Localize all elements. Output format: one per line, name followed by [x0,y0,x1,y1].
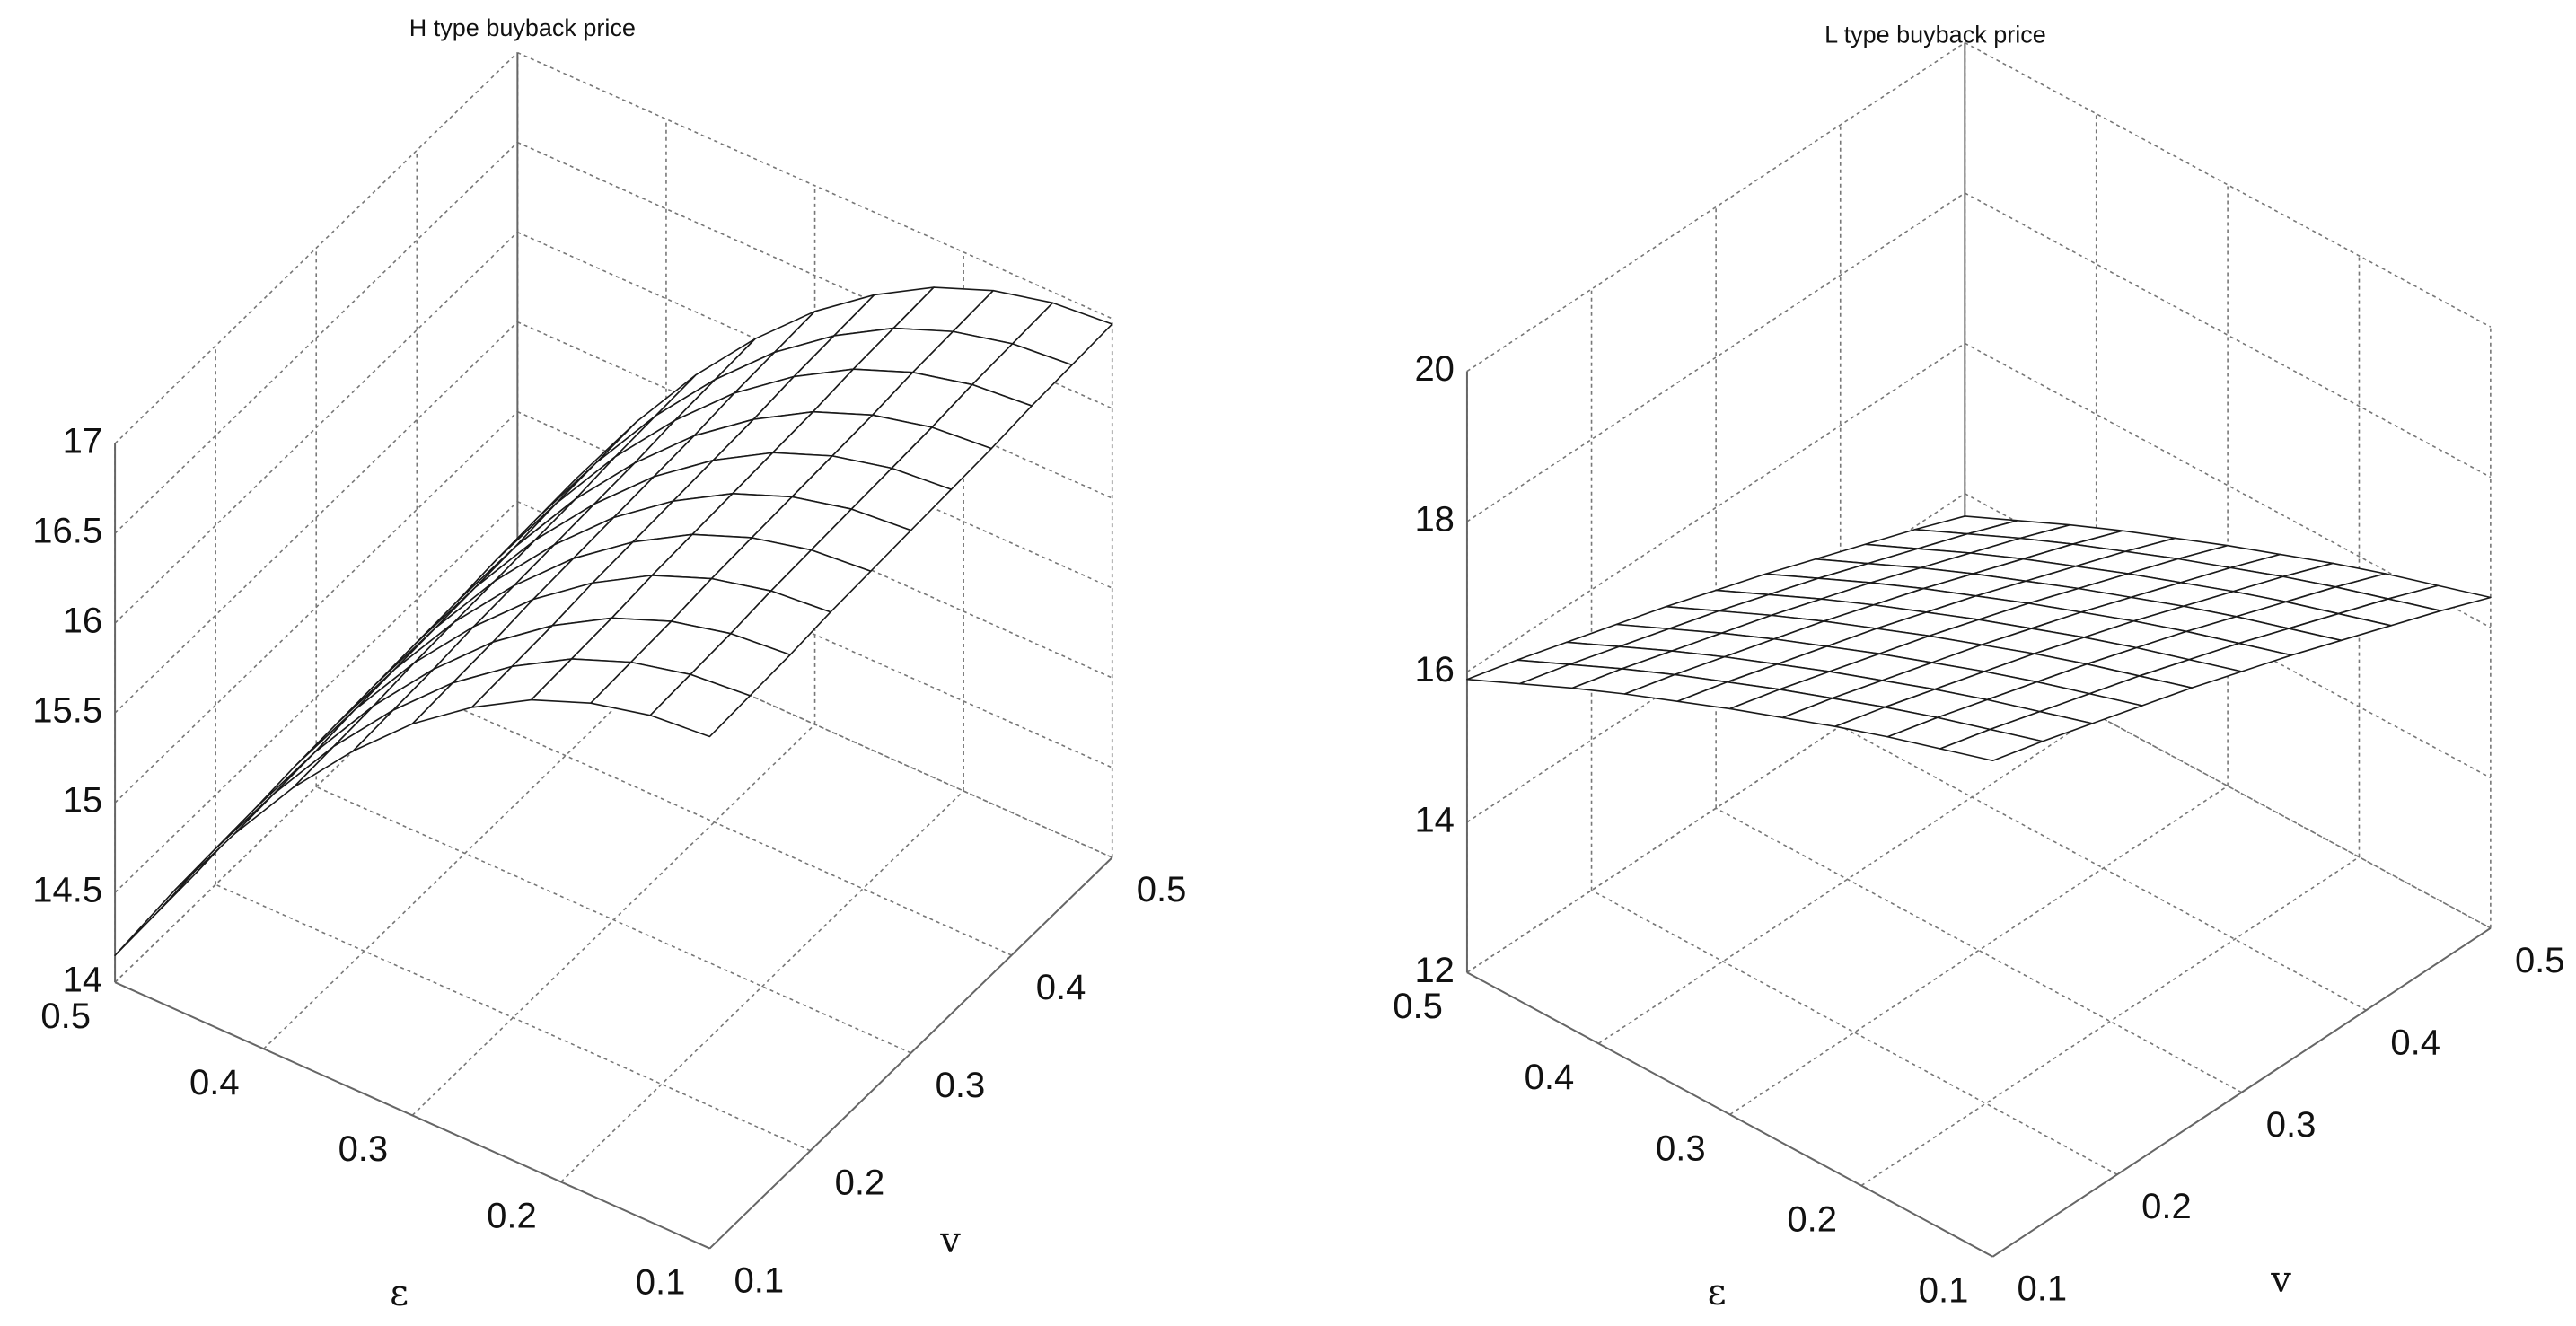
wall-grid-line [1466,41,1965,373]
x-tick-label: 0.1 [1919,1271,1969,1311]
y-tick-label: 0.5 [1137,870,1187,909]
y-axis [708,856,1113,1250]
y-tick-label: 0.5 [2515,941,2565,980]
z-tick-label: 16.5 [32,512,102,551]
y-axis-label: v [939,1220,961,1261]
x-tick-label: 0.2 [487,1196,537,1235]
wall-grid-line [1964,41,2492,328]
floor-grid-line [1591,890,2118,1175]
y-tick-label: 0.1 [734,1261,785,1301]
y-axis [1991,926,2492,1258]
y-tick-label: 0.3 [2266,1105,2317,1145]
wall-grid-line [1466,192,1965,522]
x-tick-label: 0.5 [1393,987,1443,1026]
z-tick-label: 18 [1414,499,1455,539]
z-tick-label: 14.5 [32,871,102,910]
surface-patch [1939,728,2044,762]
z-tick-label: 16 [63,602,103,641]
wall-grid-line [1964,493,2492,779]
surface [114,286,1113,956]
floor-grid-line [1840,725,2367,1011]
y-tick-label: 0.1 [2018,1269,2068,1309]
x-tick-label: 0.2 [1787,1199,1837,1239]
y-tick-label: 0.4 [2390,1023,2440,1062]
y-tick-label: 0.3 [936,1066,986,1105]
z-tick-label: 14 [1414,800,1455,839]
floor-grid-line [1860,856,2360,1187]
floor-grid-line [416,688,1012,956]
surface-patch [649,673,752,738]
chart-title: L type buyback price [1824,21,2046,48]
wall-grid-line [114,321,518,714]
wall-grid-line [114,501,518,893]
surface-chart: L type buyback price 12 14 16 18 20 0.1 0.2 0.3 0… [1393,21,2564,1313]
surface-patch [233,745,335,836]
x-tick-label: 0.3 [1656,1128,1706,1168]
x-axis [1466,971,1993,1258]
wall-grid-line [1964,643,2492,929]
y-axis-label: v [2270,1260,2291,1301]
z-tick-label: 14 [63,961,103,1000]
surface [1466,515,2492,762]
wall-grid-line [114,51,518,444]
floor-grid-line [215,883,811,1152]
wall-grid-line [517,51,1113,320]
z-tick-label: 15.5 [32,691,102,731]
floor-grid-line [560,790,964,1183]
z-tick-label: 15 [63,781,103,821]
y-tick-label: 0.2 [835,1164,885,1203]
x-tick-label: 0.4 [1525,1058,1575,1097]
z-tick-label: 17 [63,422,103,461]
chart-title: H type buyback price [409,14,636,41]
wall-grid-line [1466,342,1965,673]
wall-grid-line [114,232,518,624]
x-axis-label: ε [1708,1272,1727,1313]
floor-grid-line [1715,807,2243,1093]
wall-grid-line [114,142,518,534]
x-tick-label: 0.4 [189,1063,240,1102]
floor-grid-line [315,786,911,1054]
surface-chart: H type buyback price 14 14.5 15 15.5 16 16.5 17… [32,14,1186,1314]
y-tick-label: 0.4 [1036,968,1086,1007]
floor-grid-line [1729,785,2229,1116]
z-tick-label: 20 [1414,349,1455,389]
x-tick-label: 0.3 [338,1129,389,1169]
y-tick-label: 0.2 [2141,1187,2192,1226]
x-axis-label: ε [390,1273,409,1314]
z-tick-label: 16 [1414,650,1455,689]
x-tick-label: 0.1 [636,1262,686,1302]
wall-grid-line [517,141,1113,409]
x-tick-label: 0.5 [40,997,91,1036]
z-tick-label: 12 [1414,951,1455,990]
wall-grid-line [114,411,518,804]
surface-patch [273,705,375,795]
wall-grid-line [1964,192,2492,479]
floor-grid-line [1597,714,2097,1044]
x-axis [114,981,710,1250]
